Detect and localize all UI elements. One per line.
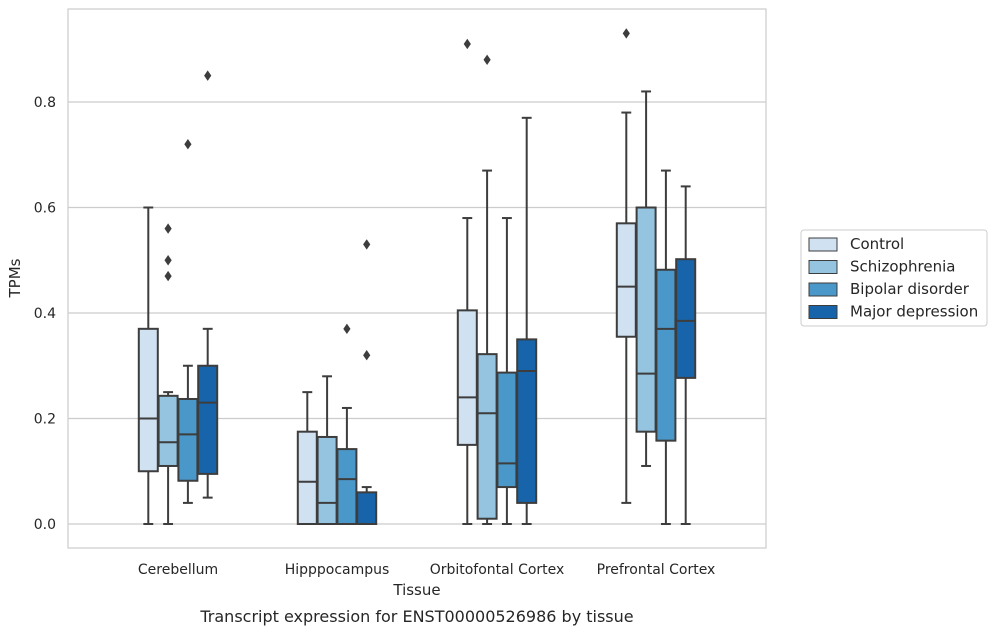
outlier-point xyxy=(343,323,351,335)
outlier-point xyxy=(164,255,172,266)
box-major-depression-prefrontal-cortex xyxy=(675,185,697,525)
y-tick-label: 0.8 xyxy=(34,95,56,111)
legend-swatch-control xyxy=(808,237,838,252)
box-iqr xyxy=(496,371,518,489)
legend-label-control: Control xyxy=(850,235,904,253)
outlier-point xyxy=(483,54,491,65)
box-iqr xyxy=(296,430,318,525)
legend-frame xyxy=(800,229,988,327)
legend-swatch-major-depression xyxy=(808,305,838,319)
legend-label-schizophrenia: Schizophrenia xyxy=(850,258,955,276)
box-iqr xyxy=(516,338,538,504)
box-bipolar-disorder-orbitofontal-cortex xyxy=(496,217,518,525)
outlier-point xyxy=(204,70,212,81)
legend-swatch-schizophrenia xyxy=(808,260,838,274)
box-iqr xyxy=(157,394,179,467)
outlier-point xyxy=(363,350,371,361)
x-tick-labels: Cerebellum Hipppocampus Orbitofontal Corte… xyxy=(138,562,715,578)
box-iqr xyxy=(137,327,159,473)
outlier-point xyxy=(164,270,172,282)
x-tick-label-hipppocampus: Hipppocampus xyxy=(285,562,390,578)
legend-label-major-depression: Major depression xyxy=(850,303,978,321)
box-iqr xyxy=(635,206,657,433)
box-control-prefrontal-cortex xyxy=(615,28,637,504)
boxes xyxy=(137,28,697,526)
box-control-cerebellum xyxy=(137,206,159,525)
legend: Control Schizophrenia Bipolar disorder Majo… xyxy=(800,229,988,327)
outlier-point xyxy=(184,139,192,150)
box-iqr xyxy=(655,268,677,442)
box-major-depression-orbitofontal-cortex xyxy=(516,116,538,525)
box-control-hipppocampus xyxy=(296,391,318,525)
outlier-point xyxy=(463,38,471,50)
x-tick-label-prefrontal-cortex: Prefrontal Cortex xyxy=(597,562,716,578)
box-iqr xyxy=(476,353,498,520)
x-axis-title: Tissue xyxy=(392,581,440,599)
outlier-point xyxy=(164,223,172,234)
y-tick-label: 0.0 xyxy=(34,517,56,533)
box-iqr xyxy=(675,258,697,379)
outlier-point xyxy=(363,239,371,250)
chart-caption: Transcript expression for ENST0000052698… xyxy=(199,607,633,626)
box-bipolar-disorder-hipppocampus xyxy=(336,323,358,525)
box-schizophrenia-prefrontal-cortex xyxy=(635,90,657,467)
y-axis-title: TPMs xyxy=(6,258,24,298)
box-bipolar-disorder-cerebellum xyxy=(177,139,199,504)
box-bipolar-disorder-prefrontal-cortex xyxy=(655,169,677,525)
box-iqr xyxy=(615,222,637,338)
legend-label-bipolar-disorder: Bipolar disorder xyxy=(850,280,970,298)
outlier-point xyxy=(622,28,630,39)
box-iqr xyxy=(177,397,199,482)
box-major-depression-cerebellum xyxy=(197,70,219,499)
box-major-depression-hipppocampus xyxy=(356,239,378,526)
y-tick-label: 0.6 xyxy=(34,201,56,217)
plot-area-frame xyxy=(67,8,767,549)
box-control-orbitofontal-cortex xyxy=(456,38,478,525)
box-iqr xyxy=(316,435,338,525)
box-schizophrenia-orbitofontal-cortex xyxy=(476,54,498,525)
box-schizophrenia-hipppocampus xyxy=(316,375,338,525)
y-tick-labels: 0.0 0.2 0.4 0.6 0.8 xyxy=(34,95,56,533)
y-tick-label: 0.2 xyxy=(34,412,56,428)
box-iqr xyxy=(336,448,358,525)
x-tick-label-orbitofontal-cortex: Orbitofontal Cortex xyxy=(430,562,565,578)
box-iqr xyxy=(197,364,219,475)
y-tick-label: 0.4 xyxy=(34,306,56,322)
box-iqr xyxy=(356,491,378,526)
x-tick-label-cerebellum: Cerebellum xyxy=(138,562,218,578)
box-schizophrenia-cerebellum xyxy=(157,223,179,525)
legend-swatch-bipolar-disorder xyxy=(808,282,838,297)
box-iqr xyxy=(456,309,478,446)
